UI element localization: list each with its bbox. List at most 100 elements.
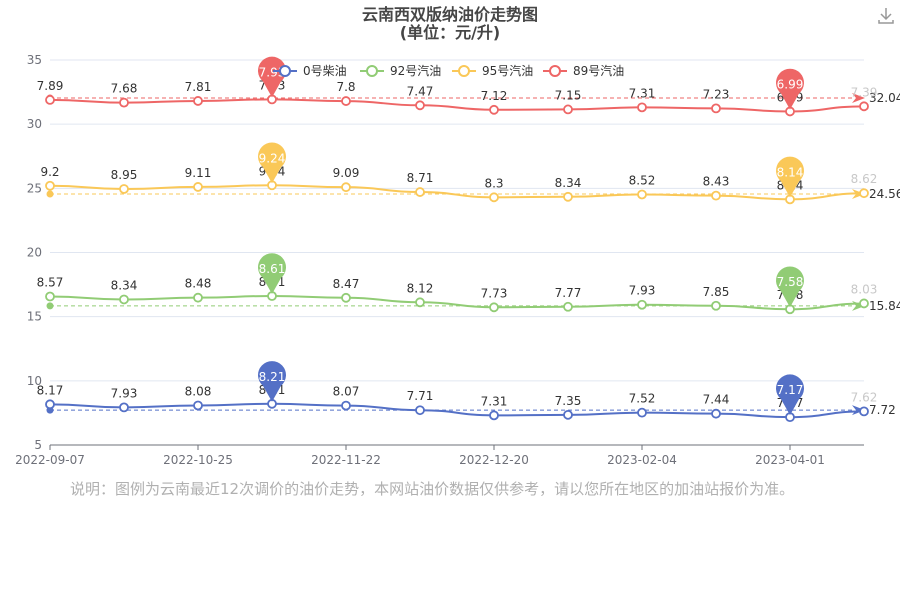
legend-label: 89号汽油 xyxy=(573,63,624,78)
legend-item[interactable]: 92号汽油 xyxy=(360,63,441,78)
series-0-point xyxy=(193,400,203,411)
series-3-data-label: 7.89 xyxy=(37,79,64,93)
legend-label: 92号汽油 xyxy=(390,63,441,78)
y-tick-label: 15 xyxy=(27,310,42,324)
series-3-point xyxy=(489,104,499,115)
series-0-data-label: 7.62 xyxy=(851,390,878,404)
legend-marker xyxy=(366,65,378,77)
series-3-max-pin: 7.93 xyxy=(258,56,287,98)
series-3-data-label: 7.81 xyxy=(185,80,212,94)
series-1-data-label: 8.47 xyxy=(333,277,360,291)
series-1-data-label: 7.77 xyxy=(555,286,582,300)
series-0-point xyxy=(637,407,647,418)
series-3-data-label: 7.31 xyxy=(629,86,656,100)
series-0-max-pin-shape xyxy=(258,361,286,402)
series-2-point xyxy=(341,182,351,193)
x-tick-label: 2023-04-01 xyxy=(755,453,825,467)
legend-item[interactable]: 89号汽油 xyxy=(543,63,624,78)
series-2-point xyxy=(563,191,573,202)
series-0-line xyxy=(49,402,865,419)
series-2-avg-label: 24.56 xyxy=(869,187,900,201)
series-2-avg-start xyxy=(46,190,54,198)
series-1-point xyxy=(119,294,129,305)
series-1-point xyxy=(489,302,499,313)
series-2-data-label: 9.09 xyxy=(333,166,360,180)
series-3-data-label: 7.15 xyxy=(555,88,582,102)
series-3-data-label: 7.12 xyxy=(481,89,508,103)
series-3-point xyxy=(341,96,351,106)
y-tick-label: 25 xyxy=(27,181,42,195)
series-1-data-label: 8.34 xyxy=(111,278,138,292)
series-0-data-label: 7.93 xyxy=(111,386,138,400)
legend-marker xyxy=(279,65,291,77)
series-3-point xyxy=(637,102,647,113)
series-2-point xyxy=(711,190,721,201)
series-0-max-pin-label: 8.21 xyxy=(259,370,286,384)
series-0-point xyxy=(45,399,55,410)
series-0-max-pin: 8.21 xyxy=(258,361,286,402)
chart-subtitle: (单位：元/升) xyxy=(399,23,501,42)
series-2-data-label: 8.52 xyxy=(629,173,656,187)
series-3-point xyxy=(711,103,721,114)
series-2-min-pin-shape xyxy=(776,156,805,198)
series-1-point xyxy=(711,300,721,311)
series-3-min-pin-shape xyxy=(776,68,805,110)
series-3-max-pin-label: 7.93 xyxy=(259,65,286,79)
series-3-point xyxy=(45,95,55,105)
series-0-data-label: 7.71 xyxy=(407,389,434,403)
download-icon[interactable] xyxy=(876,6,896,26)
chart-note: 说明：图例为云南最近12次调价的油价走势，本网站油价数据仅供参考，请以您所在地区… xyxy=(70,480,795,498)
series-3-line xyxy=(49,98,865,113)
series-0-point xyxy=(563,409,573,420)
series-3-data-label: 7.47 xyxy=(407,84,434,98)
legend: 0号柴油 92号汽油 95号汽油 89号汽油 xyxy=(273,63,624,78)
series-1-data-label: 8.57 xyxy=(37,276,64,290)
series-1-point xyxy=(45,291,55,302)
legend-item[interactable]: 95号汽油 xyxy=(452,63,533,78)
series-2-line xyxy=(49,184,865,201)
y-tick-label: 10 xyxy=(27,374,42,388)
series-1-data-label: 8.03 xyxy=(851,282,878,296)
series-1-min-pin-shape xyxy=(776,266,805,308)
series-3-point xyxy=(119,97,129,108)
series-2-point xyxy=(859,188,869,199)
y-tick-label: 20 xyxy=(27,246,42,260)
series-3-data-label: 7.8 xyxy=(336,80,355,94)
x-tick-label: 2022-10-25 xyxy=(163,453,233,467)
series-0-data-label: 7.31 xyxy=(481,394,508,408)
series-2-point xyxy=(45,180,55,191)
series-1-avg-label: 15.84 xyxy=(869,299,900,313)
series-0-min-pin-label: 7.17 xyxy=(777,383,804,397)
series-1-point xyxy=(193,292,203,303)
series-2-point xyxy=(119,184,129,194)
series-2-max-pin-shape xyxy=(258,142,286,184)
legend-label: 0号柴油 xyxy=(303,64,347,78)
legend-label: 95号汽油 xyxy=(482,63,533,78)
series-3-point xyxy=(193,96,203,106)
legend-item[interactable]: 0号柴油 xyxy=(273,64,347,78)
series-2-data-label: 8.34 xyxy=(555,176,582,190)
series-1-max-pin-label: 8.61 xyxy=(259,262,286,276)
series-0-avg-arrow xyxy=(852,405,865,416)
series-0-data-label: 7.35 xyxy=(555,394,582,408)
series-2-data-label: 8.71 xyxy=(407,171,434,185)
series-2-data-label: 8.3 xyxy=(484,176,503,190)
series-1-avg-start xyxy=(46,302,54,310)
series-0-point xyxy=(415,405,425,416)
series-2-max-pin: 9.24 xyxy=(258,142,286,184)
chart-title: 云南西双版纳油价走势图 xyxy=(361,5,538,24)
series-0-data-label: 8.08 xyxy=(185,384,212,398)
series-1-data-label: 7.93 xyxy=(629,284,656,298)
series-0-data-label: 8.17 xyxy=(37,383,64,397)
series-1-point xyxy=(415,297,425,308)
series-1-data-label: 7.85 xyxy=(703,285,730,299)
series-3-data-label: 7.23 xyxy=(703,87,730,101)
x-tick-label: 2023-02-04 xyxy=(607,453,677,467)
x-tick-label: 2022-12-20 xyxy=(459,453,529,467)
series-2-data-label: 8.43 xyxy=(703,175,730,189)
series-3-min-pin: 6.99 xyxy=(776,68,805,110)
series-3-point xyxy=(415,100,425,111)
series-0-point xyxy=(341,400,351,411)
series-3-avg-label: 32.04 xyxy=(869,91,900,105)
